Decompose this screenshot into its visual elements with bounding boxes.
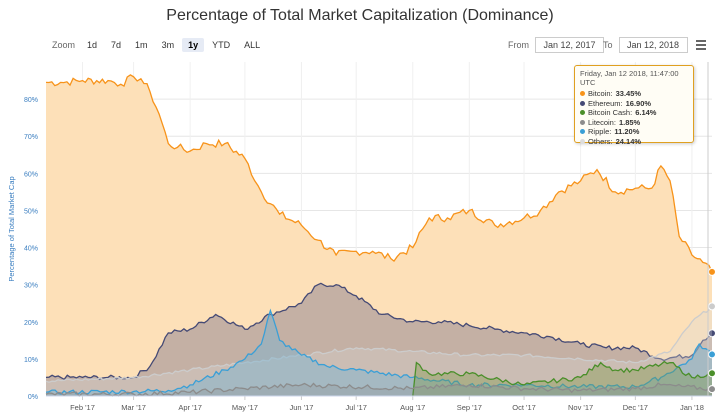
zoom-label: Zoom: [52, 40, 76, 50]
series-end-marker: [708, 385, 716, 394]
series-area-bitcoin: [46, 74, 712, 397]
x-tick-label: Nov '17: [568, 403, 593, 412]
series-line-bitcoin-cash: [412, 360, 713, 397]
series-area-ethereum: [46, 283, 712, 396]
zoom-1d-button[interactable]: 1d: [87, 40, 98, 50]
tooltip-dot-icon: [580, 91, 585, 97]
tooltip-series-name: Others:: [588, 136, 613, 146]
x-tick-label: Mar '17: [121, 403, 146, 412]
tooltip-dot-icon: [580, 129, 585, 135]
tooltip-series-name: Ethereum:: [588, 98, 623, 108]
tooltip-dot-icon: [580, 138, 585, 144]
x-tick-label: Dec '17: [623, 403, 648, 412]
tooltip-series-value: 16.90%: [625, 98, 652, 108]
zoom-ytd-button[interactable]: YTD: [212, 40, 231, 50]
tooltip: Friday, Jan 12 2018, 11:47:00 UTC Bitcoi…: [574, 65, 694, 146]
tooltip-series-value: 11.20%: [614, 127, 640, 136]
x-tick-label: Jun '17: [289, 403, 313, 412]
series-end-marker: [708, 369, 716, 378]
tooltip-dot-icon: [580, 110, 585, 116]
zoom-1m-button[interactable]: 1m: [135, 40, 148, 50]
x-tick-label: Aug '17: [400, 403, 425, 412]
tooltip-row: Litecoin: 1.85%: [580, 118, 688, 128]
tooltip-series-value: 6.14%: [635, 108, 657, 117]
tooltip-header: Friday, Jan 12 2018, 11:47:00 UTC: [580, 69, 679, 87]
series-end-marker: [708, 302, 716, 311]
y-tick-label: 0%: [28, 394, 38, 401]
tooltip-dot-icon: [580, 119, 585, 125]
y-tick-label: 30%: [24, 283, 38, 290]
tooltip-series-value: 24.14%: [615, 136, 642, 146]
series-line-others: [45, 305, 713, 383]
zoom-3m-button[interactable]: 3m: [161, 40, 175, 50]
y-tick-label: 50%: [24, 208, 38, 215]
tooltip-series-value: 33.45%: [615, 89, 642, 98]
tooltip-row: Bitcoin Cash: 6.14%: [580, 108, 688, 118]
x-tick-label: Jul '17: [345, 403, 366, 412]
y-axis-label: Percentage of Total Market Cap: [7, 176, 16, 281]
tooltip-dot-icon: [580, 100, 585, 106]
series-end-marker: [708, 350, 716, 359]
series-line-ripple: [45, 308, 713, 395]
tooltip-row: Bitcoin: 33.45%: [580, 89, 688, 99]
zoom-bar: Zoom 1d 7d 1m 3m 1y YTD ALL: [52, 38, 268, 52]
y-tick-label: 20%: [24, 320, 38, 327]
tooltip-rows: Bitcoin: 33.45% Ethereum: 16.90% Bitcoin Cas…: [580, 89, 688, 146]
y-tick-label: 60%: [24, 171, 38, 178]
tooltip-series-name: Ripple:: [588, 127, 612, 136]
tooltip-row: Others: 24.14%: [580, 137, 688, 147]
y-tick-label: 40%: [24, 246, 38, 253]
x-tick-label: Sep '17: [457, 403, 482, 412]
range-from-label: From: [508, 40, 529, 50]
tooltip-row: Ripple: 11.20%: [580, 127, 688, 137]
zoom-1y-button[interactable]: 1y: [182, 38, 205, 52]
x-tick-label: Oct '17: [512, 403, 536, 412]
x-tick-label: Apr '17: [178, 403, 202, 412]
range-from: From Jan 12, 2017: [508, 37, 604, 53]
series-area-others: [46, 306, 712, 396]
chart-title: Percentage of Total Market Capitalizatio…: [166, 7, 554, 24]
series-line-ethereum: [45, 282, 713, 381]
y-tick-label: 10%: [24, 357, 38, 364]
tooltip-series-name: Litecoin:: [588, 117, 616, 127]
tooltip-series-value: 1.85%: [618, 117, 641, 127]
series-line-litecoin: [45, 382, 713, 397]
zoom-7d-button[interactable]: 7d: [111, 40, 122, 50]
range-from-input[interactable]: Jan 12, 2017: [535, 37, 604, 53]
tooltip-row: Ethereum: 16.90%: [580, 99, 688, 109]
y-tick-label: 80%: [24, 97, 38, 104]
chart-menu-icon[interactable]: [696, 40, 706, 52]
series-line-bitcoin: [45, 74, 713, 273]
series-end-marker: [708, 267, 716, 276]
range-to-label: To: [603, 40, 613, 50]
tooltip-series-name: Bitcoin:: [588, 89, 613, 98]
x-tick-label: Feb '17: [70, 403, 95, 412]
y-tick-label: 70%: [24, 134, 38, 141]
x-tick-label: May '17: [232, 403, 258, 412]
range-to: To Jan 12, 2018: [603, 37, 688, 53]
tooltip-series-name: Bitcoin Cash:: [588, 108, 633, 117]
range-to-input[interactable]: Jan 12, 2018: [618, 37, 688, 53]
x-tick-label: Jan '18: [680, 403, 704, 412]
zoom-all-button[interactable]: ALL: [244, 40, 261, 50]
